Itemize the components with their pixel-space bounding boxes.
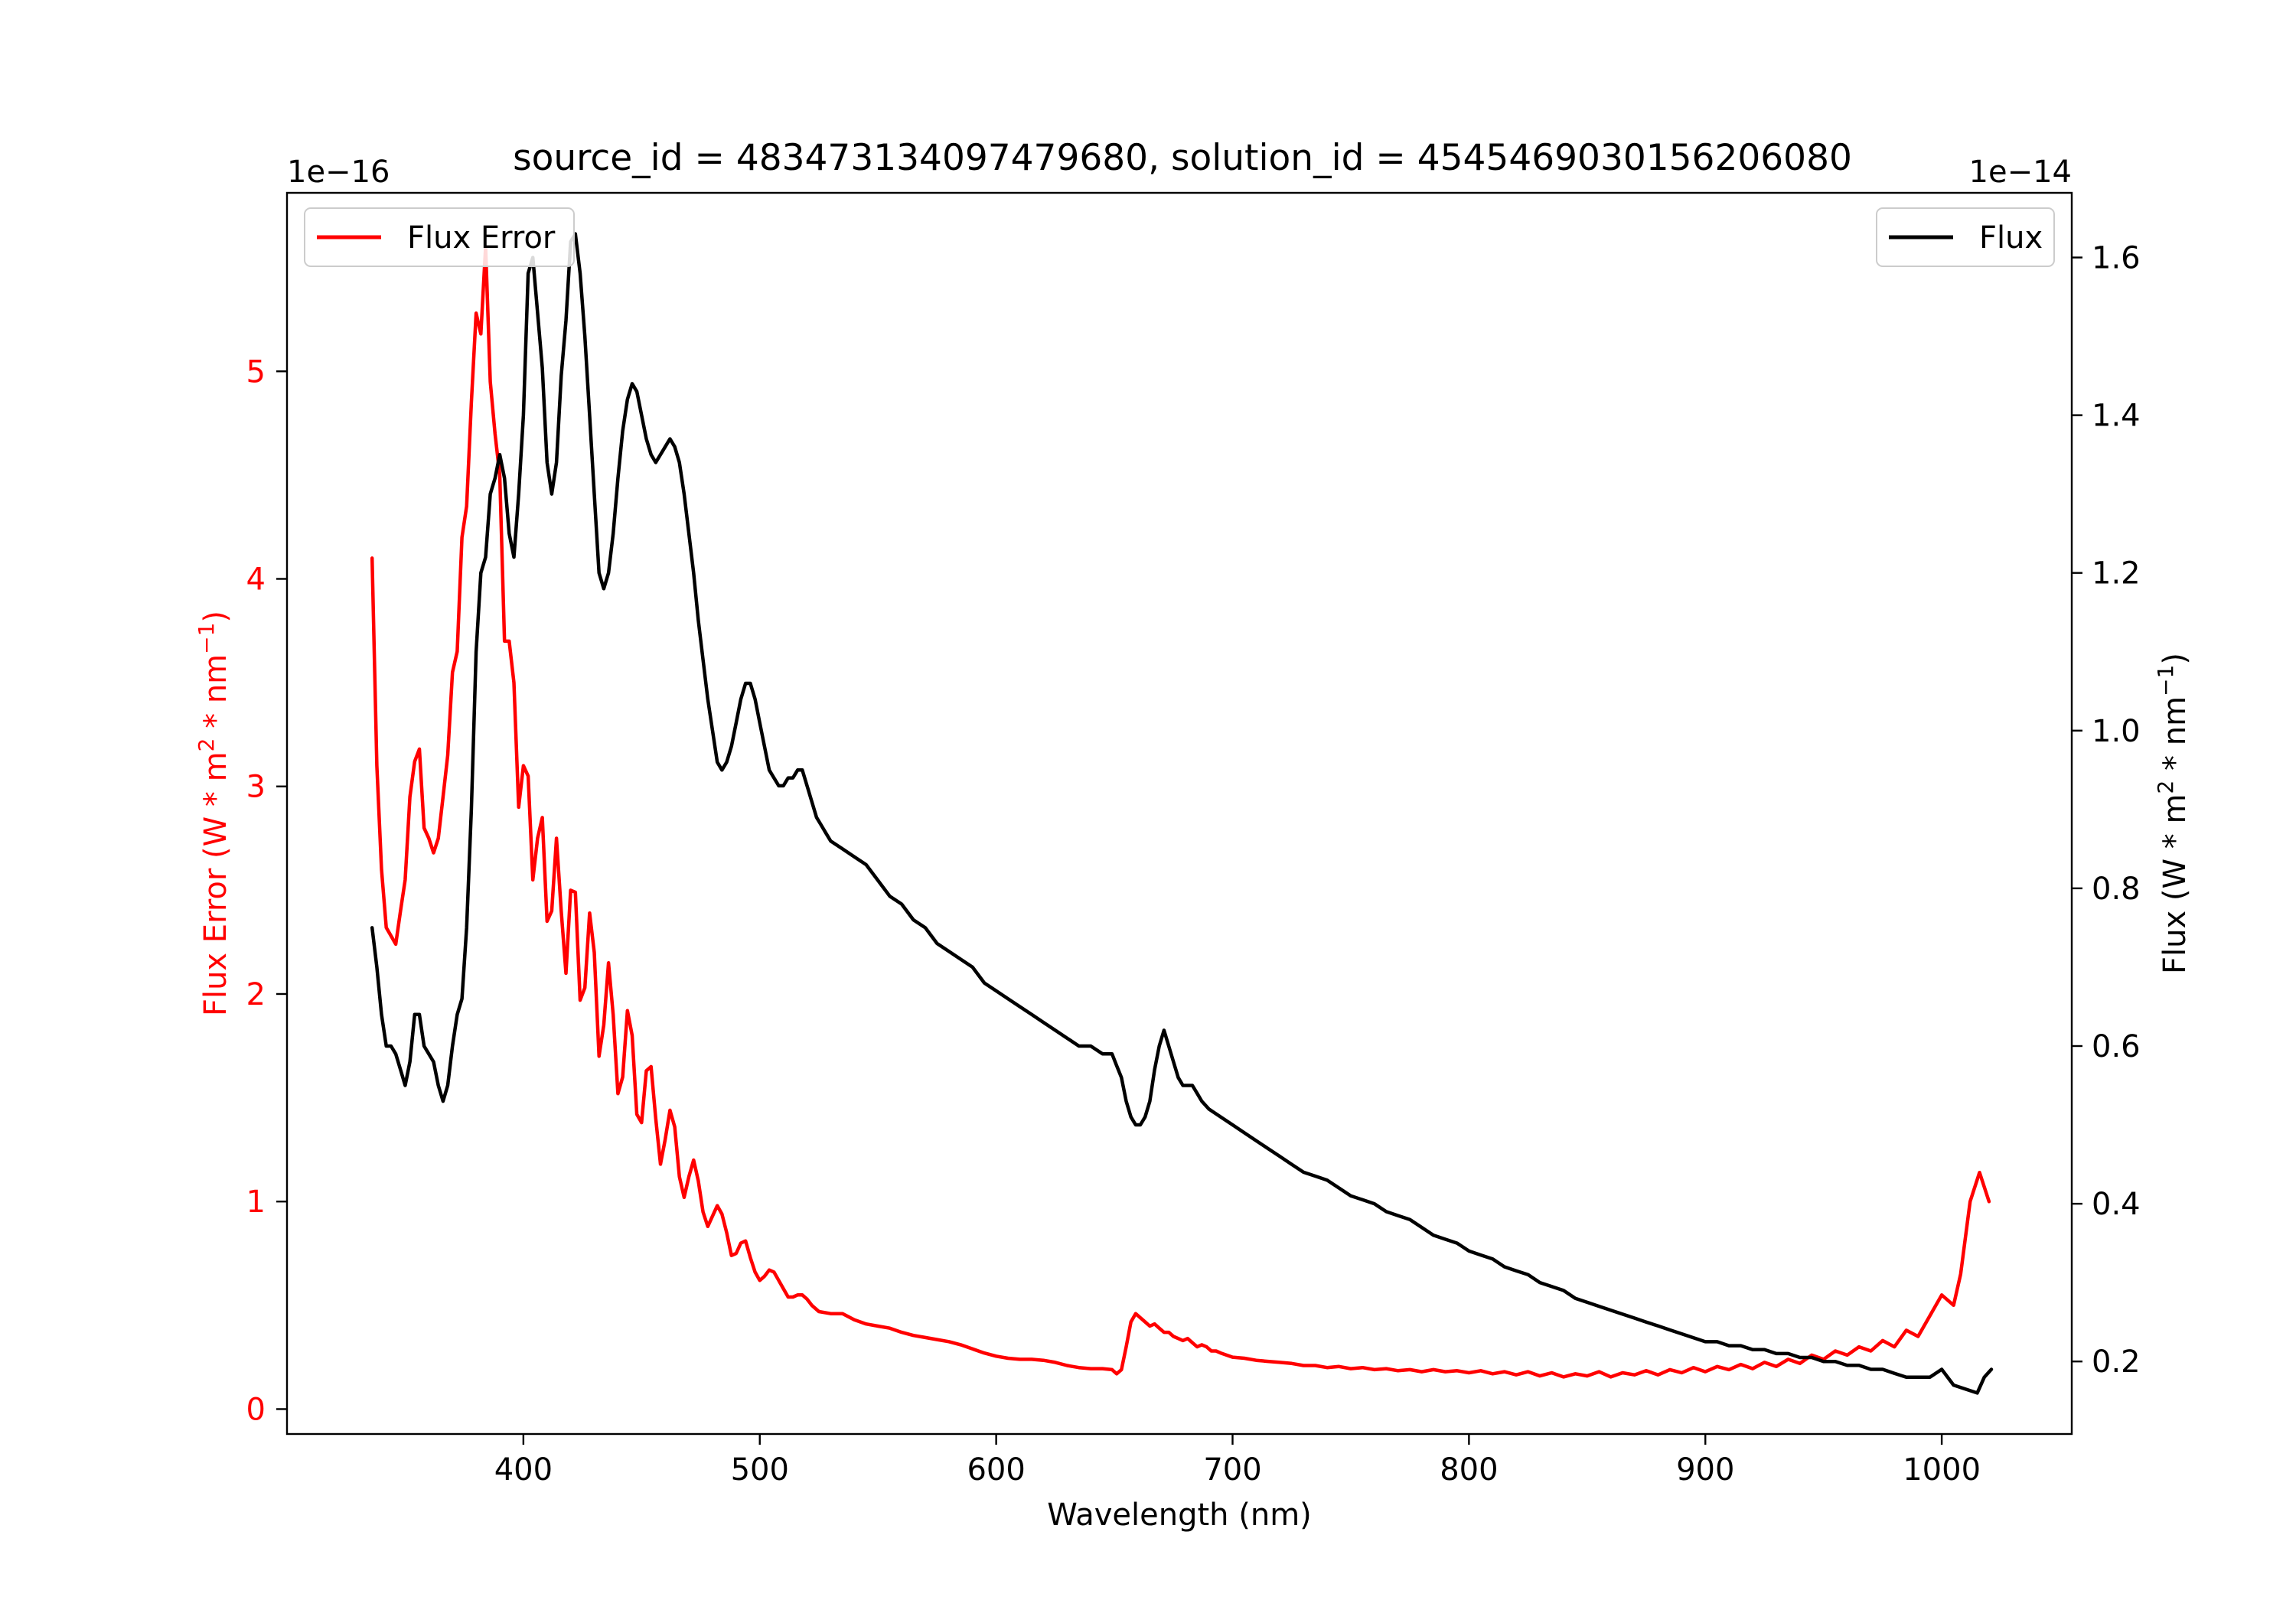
left-tick-label: 5 — [246, 354, 266, 389]
legend-label: Flux — [1979, 220, 2043, 256]
right-tick-label: 1.4 — [2092, 399, 2141, 434]
legend-flux-error: Flux Error — [304, 207, 575, 267]
axis-label-text: ) — [2157, 653, 2193, 665]
left-tick-label: 2 — [246, 977, 266, 1012]
series-layer — [370, 232, 1994, 1395]
chart-title: source_id = 483473134097479680, solution… — [513, 137, 1852, 179]
right-tick-label: 0.4 — [2092, 1187, 2141, 1222]
legend-flux: Flux — [1876, 207, 2055, 267]
legend-label: Flux Error — [407, 220, 556, 256]
right-tick-label: 1.6 — [2092, 241, 2141, 276]
left-offset-text: 1e−16 — [287, 155, 390, 190]
axis-label-superscript: 2 — [194, 738, 219, 752]
left-y-axis: 0 1 2 3 4 5 — [246, 354, 287, 1427]
x-axis: 400 500 600 700 800 900 1000 — [494, 1434, 1981, 1488]
left-tick-label: 4 — [246, 562, 266, 598]
legend-box — [304, 207, 575, 267]
x-tick-label: 400 — [494, 1452, 553, 1488]
axis-label-text: Flux (W * m — [2157, 794, 2193, 974]
right-tick-label: 0.6 — [2092, 1029, 2141, 1064]
axis-label-text: * nm — [198, 654, 233, 738]
axis-label-text: * nm — [2157, 696, 2193, 781]
axis-label-superscript: −1 — [2153, 665, 2178, 696]
axis-label-superscript: 2 — [2153, 781, 2178, 794]
axis-label-text: ) — [198, 611, 233, 623]
x-tick-label: 1000 — [1903, 1452, 1981, 1488]
left-tick-label: 3 — [246, 770, 266, 805]
axis-label-superscript: −1 — [194, 623, 219, 654]
right-tick-label: 1.2 — [2092, 556, 2141, 592]
x-tick-label: 900 — [1676, 1452, 1734, 1488]
left-tick-label: 1 — [246, 1185, 266, 1220]
plot-area-frame — [285, 191, 2073, 1436]
right-y-axis-label: Flux (W * m2 * nm−1) — [2153, 653, 2193, 974]
right-tick-label: 1.0 — [2092, 714, 2141, 749]
x-tick-label: 500 — [731, 1452, 789, 1488]
x-axis-label: Wavelength (nm) — [1047, 1498, 1312, 1533]
left-y-axis-label: Flux Error (W * m2 * nm−1) — [194, 611, 234, 1016]
series-line-flux — [370, 232, 1994, 1395]
x-tick-label: 800 — [1440, 1452, 1498, 1488]
legend-box — [1876, 207, 2055, 267]
series-line-flux-error — [370, 245, 1991, 1379]
x-tick-label: 600 — [967, 1452, 1025, 1488]
right-tick-label: 0.2 — [2092, 1344, 2141, 1380]
x-tick-label: 700 — [1203, 1452, 1261, 1488]
right-tick-label: 0.8 — [2092, 872, 2141, 907]
left-tick-label: 0 — [246, 1392, 266, 1427]
right-y-axis: 0.2 0.4 0.6 0.8 1.0 1.2 1.4 1.6 — [2072, 241, 2141, 1380]
right-offset-text: 1e−14 — [1969, 155, 2072, 190]
axis-label-text: Flux Error (W * m — [198, 751, 233, 1016]
